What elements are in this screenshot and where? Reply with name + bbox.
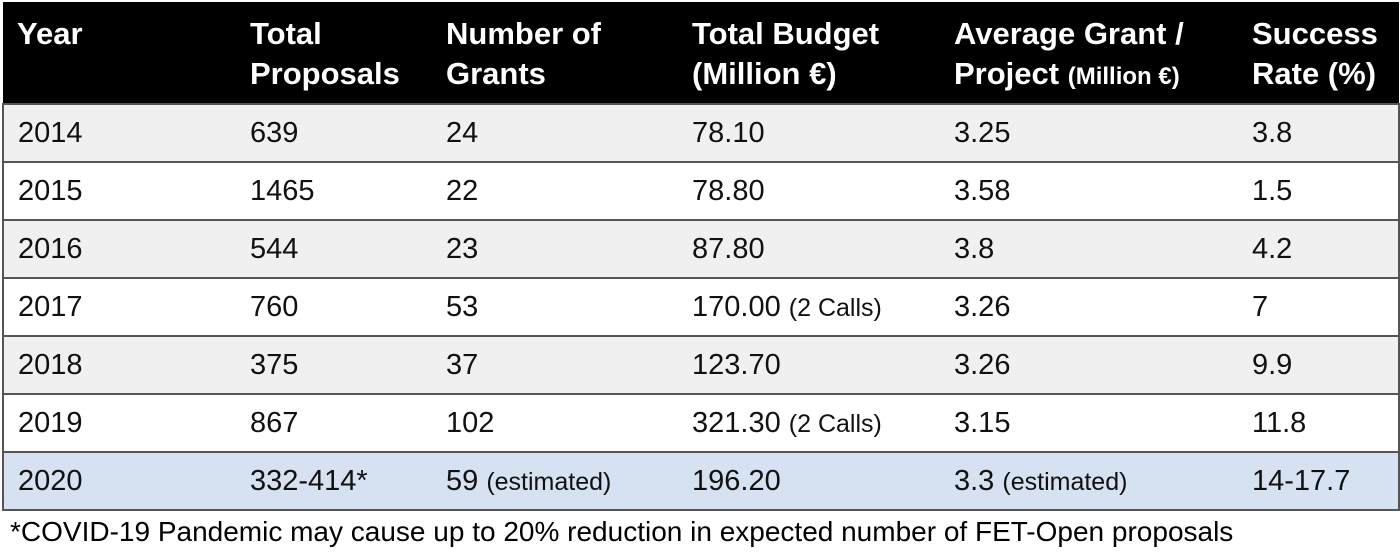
header-year: Year [3,2,236,104]
cell-budget: 196.20 [678,451,940,511]
grants-value: 59 [446,464,479,497]
cell-budget: 123.70 [678,335,940,394]
cell-budget: 321.30 (2 Calls) [678,393,940,452]
header-line1: Success [1252,16,1378,51]
cell-grants: 59 (estimated) [432,451,678,511]
cell-grants: 22 [432,161,678,220]
cell-budget: 78.10 [678,103,940,162]
header-line2: Project [954,56,1060,91]
average-value: 3.26 [954,349,1011,381]
cell-proposals: 375 [236,335,432,394]
cell-proposals: 1465 [236,161,432,220]
average-note: (estimated) [1002,467,1128,496]
header-year-line1: Year [17,16,83,51]
header-line1: Average Grant / [954,16,1184,51]
table-row: 2016 544 23 87.80 3.8 4.2 [2,219,1400,278]
cell-year: 2015 [2,161,236,220]
cell-rate: 4.2 [1238,219,1400,278]
header-line1: Total [250,16,322,51]
grants-value: 22 [446,175,479,207]
header-total-proposals: Total Proposals [236,2,432,104]
table-row: 2017 760 53 170.00 (2 Calls) 3.26 7 [2,277,1400,336]
header-average-grant: Average Grant / Project (Million €) [940,2,1238,104]
grants-value: 23 [446,233,479,265]
cell-year: 2017 [2,277,236,336]
grants-value: 37 [446,349,479,381]
header-line2: Rate (%) [1252,56,1377,91]
table-row: 2018 375 37 123.70 3.26 9.9 [2,335,1400,394]
cell-budget: 78.80 [678,161,940,220]
cell-average: 3.8 [940,219,1238,278]
grants-value: 102 [446,407,495,439]
average-value: 3.3 [954,464,995,497]
header-line2: Proposals [250,56,400,91]
header-line2-unit: (Million €) [1067,63,1180,90]
average-value: 3.25 [954,117,1011,149]
header-line1: Number of [446,16,601,51]
cell-grants: 24 [432,103,678,162]
table-row: 2019 867 102 321.30 (2 Calls) 3.15 11.8 [2,393,1400,452]
cell-proposals: 760 [236,277,432,336]
table-row: 2014 639 24 78.10 3.25 3.8 [2,103,1400,162]
cell-average: 3.26 [940,277,1238,336]
average-value: 3.8 [954,233,995,265]
cell-proposals: 639 [236,103,432,162]
table-header: Year Total Proposals Number of Grants To… [3,2,1399,104]
budget-value: 78.10 [692,117,765,149]
cell-grants: 102 [432,393,678,452]
grants-value: 24 [446,117,479,149]
cell-budget: 87.80 [678,219,940,278]
cell-rate: 11.8 [1238,393,1400,452]
budget-value: 87.80 [692,233,765,265]
table-body: 2014 639 24 78.10 3.25 3.8 2015 1465 22 … [2,103,1400,511]
budget-value: 321.30 [692,406,781,439]
cell-rate: 9.9 [1238,335,1400,394]
cell-rate: 3.8 [1238,103,1400,162]
average-value: 3.26 [954,291,1011,323]
grants-value: 53 [446,291,479,323]
header-total-budget: Total Budget (Million €) [678,2,940,104]
budget-value: 78.80 [692,175,765,207]
cell-average: 3.3 (estimated) [940,451,1238,511]
cell-year: 2014 [2,103,236,162]
table-row-highlighted: 2020 332-414* 59 (estimated) 196.20 3.3 … [2,451,1400,511]
cell-year: 2018 [2,335,236,394]
footnote: *COVID-19 Pandemic may cause up to 20% r… [10,516,1234,547]
average-value: 3.58 [954,175,1011,207]
cell-average: 3.26 [940,335,1238,394]
budget-value: 196.20 [692,465,781,497]
average-value: 3.15 [954,407,1011,439]
cell-proposals: 867 [236,393,432,452]
budget-note: (2 Calls) [788,409,882,438]
cell-average: 3.15 [940,393,1238,452]
header-success-rate: Success Rate (%) [1238,2,1399,104]
cell-grants: 53 [432,277,678,336]
cell-budget: 170.00 (2 Calls) [678,277,940,336]
header-number-of-grants: Number of Grants [432,2,678,104]
grants-note: (estimated) [486,467,612,496]
cell-average: 3.25 [940,103,1238,162]
fet-open-statistics-table: Year Total Proposals Number of Grants To… [2,2,1400,511]
header-row: Year Total Proposals Number of Grants To… [3,2,1399,104]
cell-average: 3.58 [940,161,1238,220]
cell-year: 2016 [2,219,236,278]
header-line2: (Million €) [692,56,837,91]
table-row: 2015 1465 22 78.80 3.58 1.5 [2,161,1400,220]
cell-proposals: 332-414* [236,451,432,511]
cell-proposals: 544 [236,219,432,278]
cell-year: 2020 [2,451,236,511]
header-line1: Total Budget [692,16,880,51]
cell-year: 2019 [2,393,236,452]
cell-rate: 7 [1238,277,1400,336]
header-line2: Grants [446,56,546,91]
cell-grants: 37 [432,335,678,394]
budget-value: 123.70 [692,349,781,381]
cell-grants: 23 [432,219,678,278]
budget-value: 170.00 [692,290,781,323]
cell-rate: 1.5 [1238,161,1400,220]
cell-rate: 14-17.7 [1238,451,1400,511]
budget-note: (2 Calls) [788,293,882,322]
